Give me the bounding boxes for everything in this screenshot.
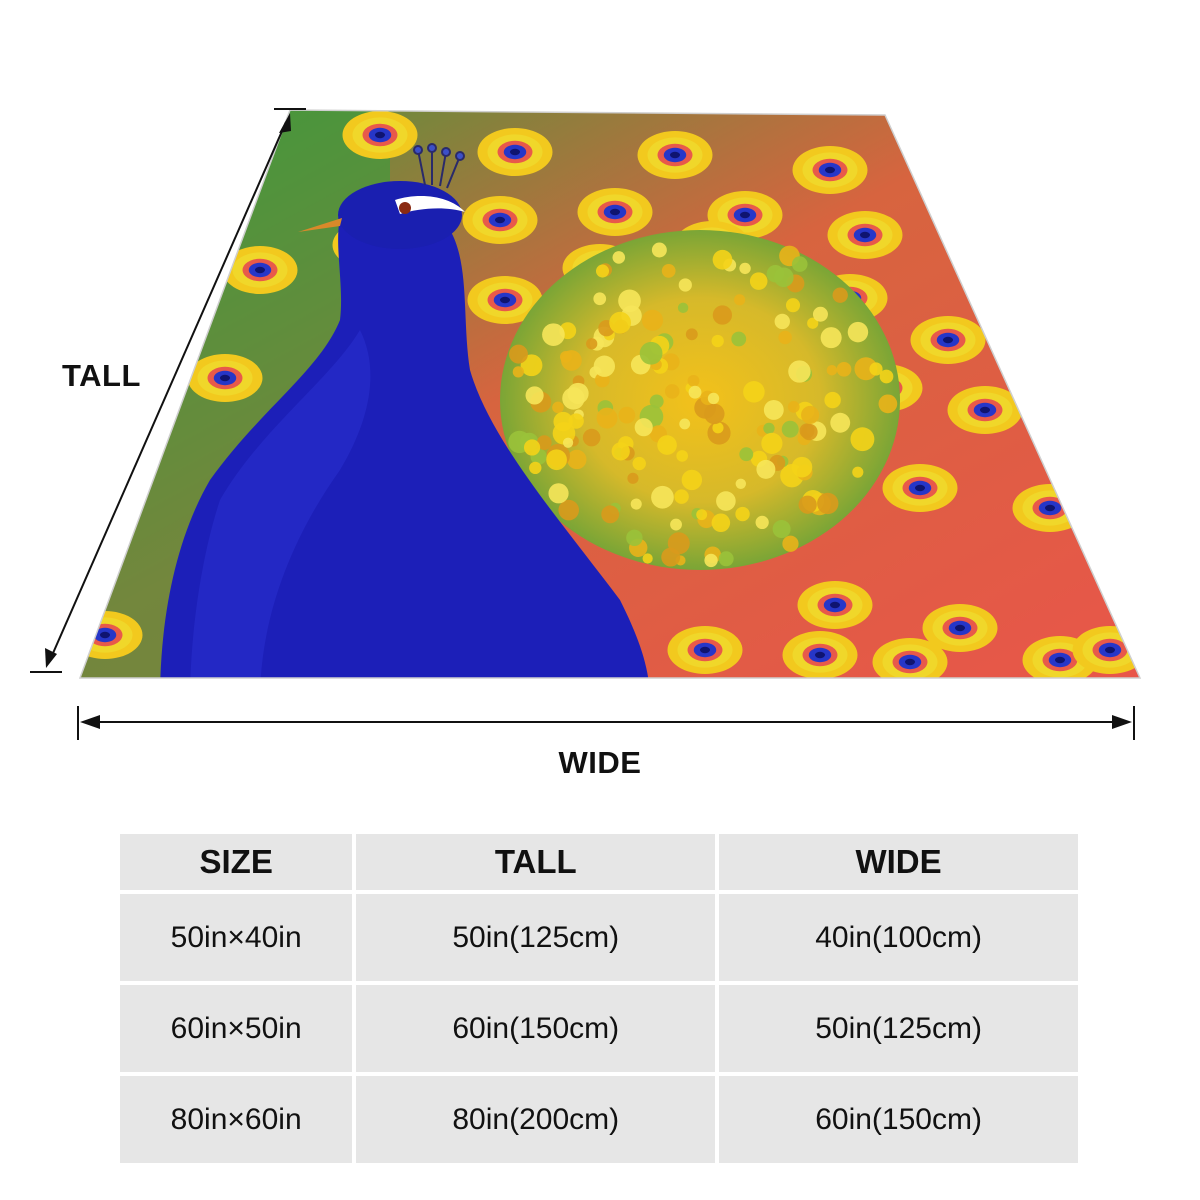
- wide-label: WIDE: [558, 745, 642, 780]
- table-row: 50in×40in 50in(125cm) 40in(100cm): [120, 894, 1078, 981]
- header-size: SIZE: [120, 834, 353, 890]
- wide-cell: 50in(125cm): [719, 985, 1078, 1072]
- header-wide: WIDE: [719, 834, 1078, 890]
- size-cell: 50in×40in: [120, 894, 353, 981]
- tall-cell: 80in(200cm): [356, 1076, 716, 1163]
- table-row: 60in×50in 60in(150cm) 50in(125cm): [120, 985, 1078, 1072]
- peacock-crest: [413, 143, 465, 189]
- peacock-eye: [399, 202, 411, 214]
- wide-dimension-arrow: [77, 706, 1135, 740]
- size-cell: 80in×60in: [120, 1076, 353, 1163]
- table-header-row: SIZE TALL WIDE: [120, 834, 1078, 890]
- size-cell: 60in×50in: [120, 985, 353, 1072]
- tall-cell: 60in(150cm): [356, 985, 716, 1072]
- tall-dimension-arrow: [30, 108, 306, 673]
- size-table: SIZE TALL WIDE 50in×40in 50in(125cm) 40i…: [116, 830, 1082, 1167]
- plumage-dots: [508, 242, 898, 568]
- peacock-beak: [298, 218, 342, 232]
- wide-cell: 60in(150cm): [719, 1076, 1078, 1163]
- peacock-head: [338, 181, 462, 249]
- tall-cell: 50in(125cm): [356, 894, 716, 981]
- face-marking: [395, 196, 465, 214]
- blanket-artwork: [80, 110, 1140, 678]
- header-tall: TALL: [356, 834, 716, 890]
- wide-cell: 40in(100cm): [719, 894, 1078, 981]
- table-row: 80in×60in 80in(200cm) 60in(150cm): [120, 1076, 1078, 1163]
- tall-label: TALL: [62, 358, 141, 393]
